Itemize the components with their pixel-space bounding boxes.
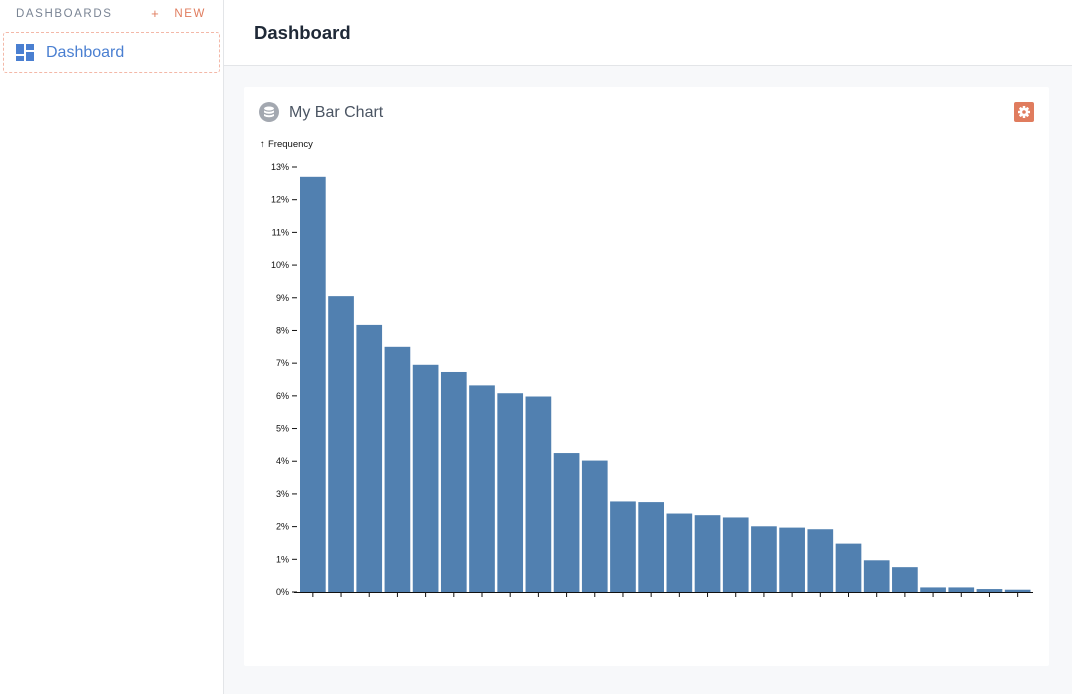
bar[interactable] — [610, 501, 636, 592]
y-tick-label: 7% — [276, 358, 289, 368]
chart-card: My Bar Chart ↑ Frequency 0% 1% 2% 3% 4% 5% 6% 7… — [244, 87, 1049, 666]
sidebar-header: DASHBOARDS + NEW — [0, 0, 223, 28]
topbar: Dashboard — [224, 0, 1072, 66]
y-tick-label: 12% — [271, 195, 289, 205]
bar[interactable] — [328, 296, 354, 592]
y-tick-label: 11% — [272, 227, 289, 237]
bar[interactable] — [779, 527, 805, 592]
bar[interactable] — [976, 589, 1003, 592]
y-tick-label: 13% — [271, 162, 289, 172]
bar[interactable] — [300, 176, 326, 593]
bar[interactable] — [469, 385, 495, 592]
sidebar-item-dashboard[interactable]: Dashboard — [3, 32, 220, 73]
bar[interactable] — [412, 364, 439, 592]
y-tick-label: 8% — [276, 325, 289, 335]
y-tick-label: 5% — [276, 424, 289, 434]
bar[interactable] — [440, 371, 467, 592]
bar[interactable] — [863, 560, 890, 592]
bar[interactable] — [497, 393, 524, 592]
bar[interactable] — [751, 526, 777, 592]
sidebar: DASHBOARDS + NEW Dashboard — [0, 0, 224, 694]
y-tick-label: 6% — [276, 391, 289, 401]
dashboard-grid-icon — [16, 44, 34, 61]
y-tick-label: 9% — [276, 293, 289, 303]
y-axis-label: Frequency — [268, 139, 313, 150]
y-tick-label: 2% — [276, 522, 289, 532]
bar[interactable] — [722, 517, 749, 592]
bar[interactable] — [356, 324, 383, 592]
settings-button[interactable] — [1014, 102, 1034, 122]
plus-icon: + — [151, 6, 161, 21]
bar[interactable] — [948, 587, 975, 592]
bar[interactable] — [581, 460, 608, 592]
new-dashboard-button[interactable]: + NEW — [151, 7, 206, 20]
y-axis-arrow-icon: ↑ — [260, 139, 265, 150]
bar[interactable] — [553, 453, 580, 592]
gear-icon — [1018, 106, 1030, 118]
y-tick-label: 10% — [271, 260, 289, 270]
bar[interactable] — [835, 543, 862, 592]
bar[interactable] — [892, 567, 918, 592]
y-tick-label: 3% — [276, 489, 289, 499]
bar[interactable] — [525, 396, 552, 593]
card-title: My Bar Chart — [289, 104, 384, 121]
bar[interactable] — [1004, 589, 1031, 592]
bar-chart: ↑ Frequency 0% 1% 2% 3% 4% 5% 6% 7% 8% 9% 10% 11% 12… — [260, 139, 1033, 597]
bar[interactable] — [920, 587, 946, 592]
y-tick-label: 1% — [276, 554, 289, 564]
bar[interactable] — [807, 529, 834, 592]
page-title: Dashboard — [254, 22, 351, 43]
sidebar-title: DASHBOARDS — [16, 8, 113, 20]
y-tick-label: 0% — [276, 587, 289, 597]
bar[interactable] — [638, 502, 664, 592]
y-tick-label: 4% — [276, 456, 289, 466]
bar[interactable] — [384, 346, 411, 592]
new-dashboard-label: NEW — [174, 7, 206, 20]
bar[interactable] — [666, 513, 693, 592]
bar[interactable] — [694, 515, 721, 592]
sidebar-item-label: Dashboard — [46, 43, 125, 61]
database-icon — [259, 102, 279, 122]
